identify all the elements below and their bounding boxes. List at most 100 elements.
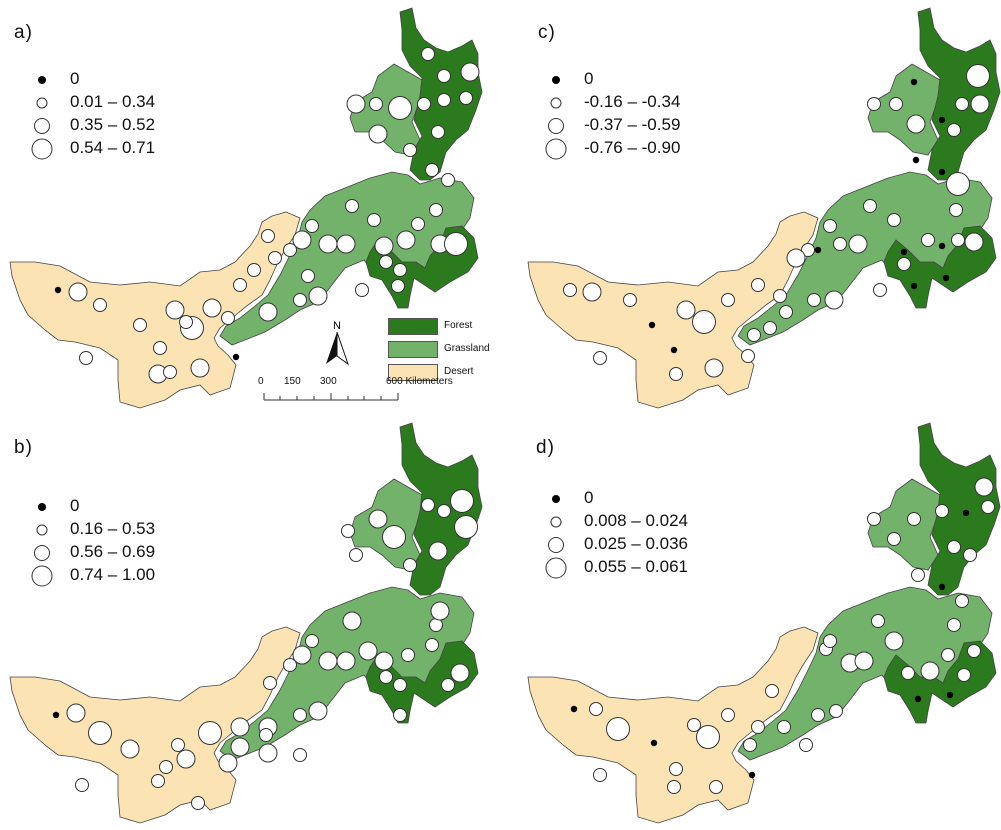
station-circle (151, 774, 165, 788)
station-circle (709, 780, 723, 794)
panel-b: b) 0 0.16 – 0.53 0.56 – 0.69 0.74 – 1.00 (0, 415, 500, 830)
large-circle-icon (31, 138, 53, 159)
station-layer (54, 47, 480, 384)
station-circle (967, 644, 981, 658)
station-circle (293, 708, 307, 722)
station-circle (346, 94, 366, 114)
station-circle (906, 114, 926, 134)
legend-label: 0.01 – 0.34 (70, 92, 156, 111)
station-circle (921, 233, 935, 247)
large-circle-icon (31, 565, 53, 586)
station-zero-dot (648, 321, 656, 329)
station-circle (811, 708, 825, 722)
station-circle (202, 298, 222, 318)
legend-label: 0 (70, 69, 80, 88)
panel-label: a) (14, 22, 33, 43)
station-circle (964, 232, 984, 252)
station-circle (221, 311, 235, 325)
station-circle (741, 349, 755, 363)
legend-label: -0.16 – -0.34 (584, 92, 681, 111)
medium-circle-icon (34, 544, 50, 561)
station-circle (751, 278, 765, 292)
station-circle (388, 96, 412, 120)
station-circle (955, 97, 969, 111)
station-circle (949, 203, 963, 217)
legend-label: 0 (70, 496, 80, 515)
station-circle (704, 358, 724, 378)
station-circle (779, 305, 793, 319)
legend-label: 0.055 – 0.061 (584, 557, 688, 576)
large-circle-icon (545, 557, 567, 578)
station-circle (179, 315, 193, 329)
map-c (527, 7, 1001, 409)
station-layer (570, 477, 995, 794)
panel-label: c) (538, 22, 556, 43)
legend-label: 0.54 – 0.71 (70, 138, 156, 157)
black-dot-icon (38, 502, 46, 511)
station-circle (897, 257, 911, 271)
station-zero-dot (814, 246, 822, 254)
small-circle-icon (550, 97, 562, 108)
station-circle (293, 293, 307, 307)
station-circle (751, 720, 765, 734)
station-circle (935, 504, 949, 518)
black-dot-icon (38, 75, 46, 84)
map-b (9, 422, 483, 824)
station-circle (247, 263, 261, 277)
station-circle (393, 263, 407, 277)
station-circle (692, 310, 716, 334)
station-circle (268, 251, 282, 265)
station-circle (403, 143, 417, 157)
station-circle (159, 760, 173, 774)
station-zero-dot (910, 282, 918, 290)
station-circle (342, 611, 362, 631)
black-dot-icon (552, 75, 560, 84)
station-zero-dot (670, 346, 678, 354)
station-circle (171, 738, 185, 752)
station-circle (368, 509, 388, 529)
station-circle (721, 708, 735, 722)
station-zero-dot (938, 168, 946, 176)
station-circle (824, 290, 844, 310)
station-circle (887, 213, 901, 227)
station-circle (308, 286, 328, 306)
north-label: N (333, 320, 341, 332)
station-circle (867, 512, 881, 526)
station-zero-dot (912, 156, 920, 164)
station-circle (374, 651, 394, 671)
station-circle (957, 668, 971, 682)
station-circle (676, 300, 696, 320)
scale-tick-label: 150 (284, 376, 301, 387)
station-zero-dot (938, 116, 946, 124)
station-circle (382, 525, 406, 549)
station-circle (721, 293, 735, 307)
station-circle (743, 738, 757, 752)
station-circle (421, 47, 435, 61)
station-circle (153, 341, 167, 355)
station-circle (833, 237, 847, 251)
station-circle (198, 721, 222, 745)
panel-d: d) 0 0.008 – 0.024 0.025 – 0.036 0.055 –… (518, 415, 1001, 830)
station-circle (441, 678, 455, 692)
legend-label: 0.008 – 0.024 (584, 511, 688, 530)
station-circle (459, 91, 473, 105)
station-circle (318, 234, 338, 254)
panel-c: c) 0 -0.16 – -0.34 -0.37 – -0.59 -0.76 –… (518, 0, 1001, 415)
station-circle (191, 796, 205, 810)
station-circle (955, 594, 969, 608)
station-circle (450, 489, 474, 513)
station-circle (863, 199, 877, 213)
station-circle (873, 283, 887, 297)
station-layer (52, 489, 478, 810)
station-zero-dot (650, 739, 658, 747)
station-circle (401, 648, 415, 662)
legend-label: 0.56 – 0.69 (70, 542, 156, 561)
station-circle (358, 641, 378, 661)
station-circle (341, 524, 355, 538)
map-d (527, 422, 1001, 824)
station-zero-dot (942, 274, 950, 282)
station-circle (293, 748, 307, 762)
station-circle (258, 743, 278, 763)
station-circle (88, 721, 112, 745)
station-circle (230, 717, 250, 737)
